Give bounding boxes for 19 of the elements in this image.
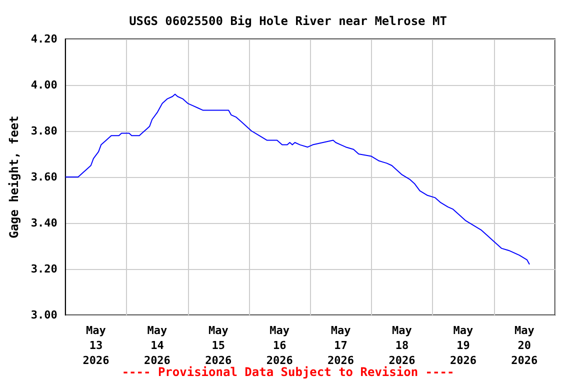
line-series [64,94,530,265]
x-tick-label: May 15 2026 [205,324,232,367]
y-tick-label: 3.20 [30,262,58,276]
x-tick-label: May 18 2026 [388,324,416,367]
x-tick-label: May 20 2026 [511,324,538,367]
y-tick-label: 3.00 [30,308,58,322]
y-axis-title: Gage height, feet [7,116,21,238]
chart-title: USGS 06025500 Big Hole River near Melrose MT [129,14,447,28]
y-tick-label: 3.60 [30,170,58,184]
y-tick-label: 4.20 [30,32,58,46]
x-tick-label: May 14 2026 [144,324,171,367]
x-tick-label: May 17 2026 [328,324,354,367]
y-tick-label: 3.80 [30,124,58,138]
x-tick-label: May 19 2026 [450,324,477,367]
y-tick-label: 3.40 [30,216,58,230]
x-tick-label: May 16 2026 [266,324,294,367]
text: ---- Provisional Data Subject to Revision ---- [122,365,454,379]
x-tick-label: May 13 2026 [82,324,110,367]
y-tick-label: 4.00 [30,78,58,92]
